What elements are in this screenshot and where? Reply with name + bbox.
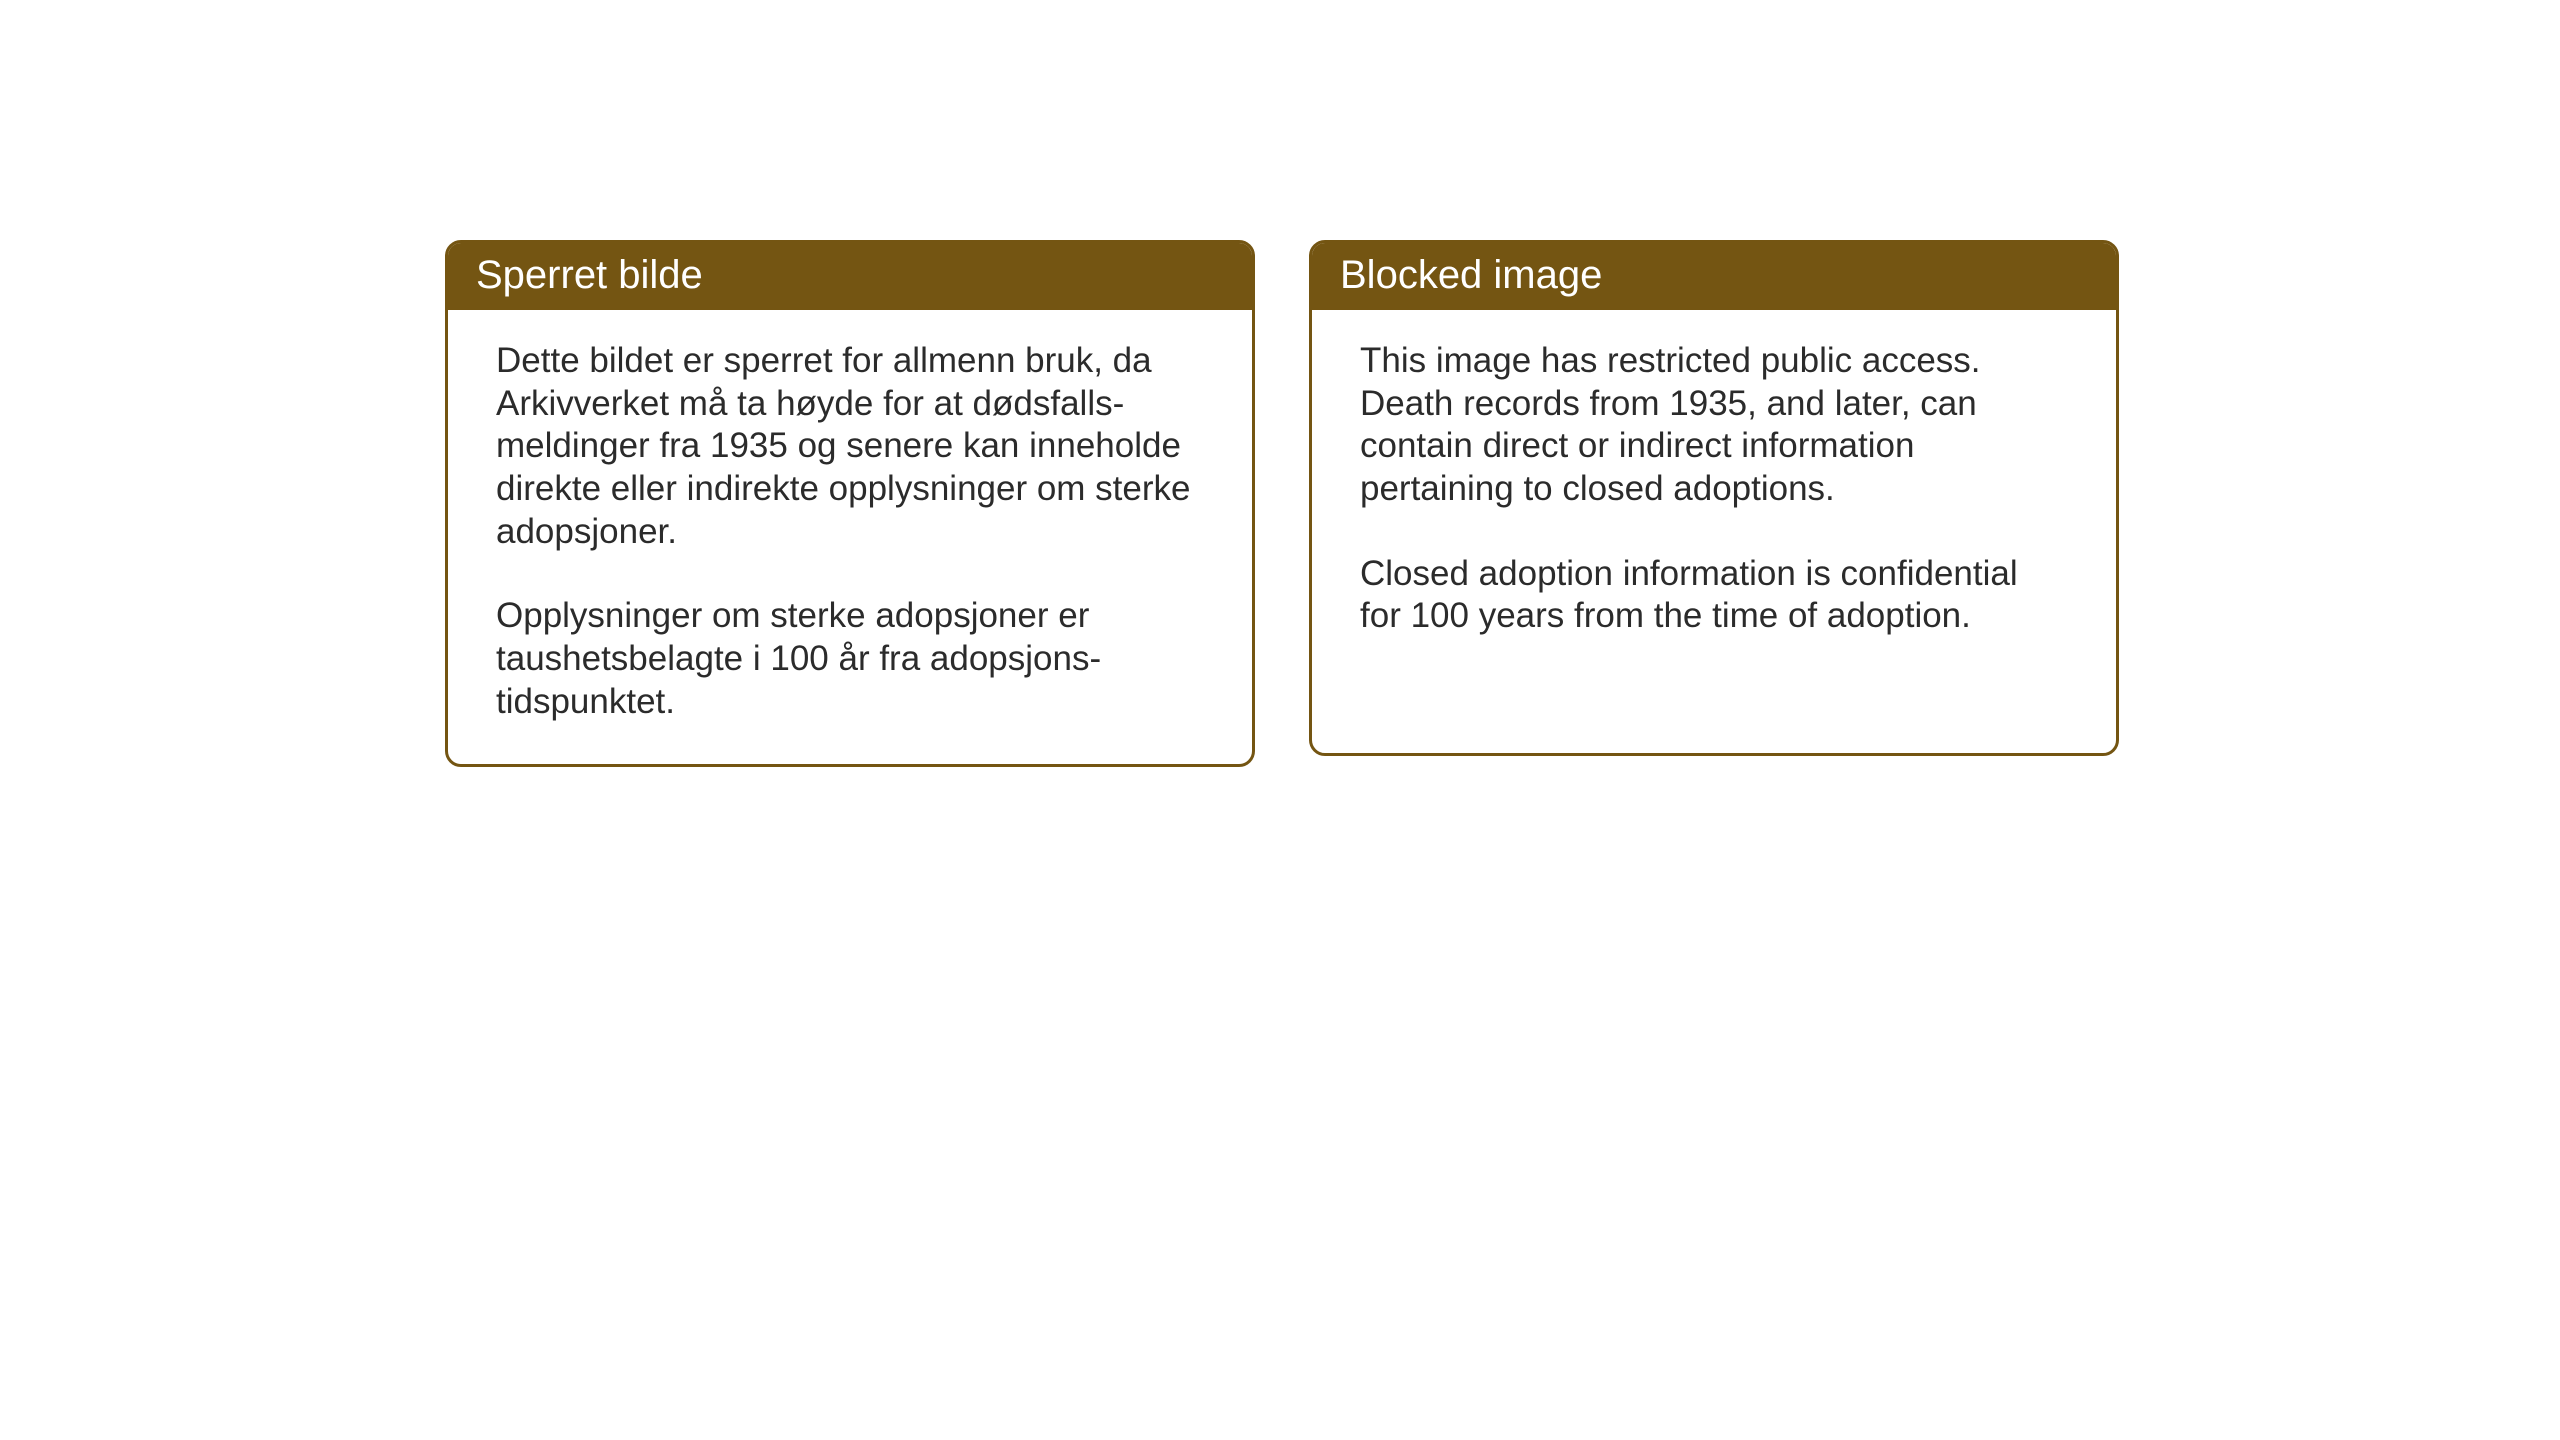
paragraph-english-2: Closed adoption information is confident… [1360,553,2068,638]
card-body-english: This image has restricted public access.… [1312,310,2116,678]
card-header-english: Blocked image [1312,243,2116,310]
paragraph-norwegian-2: Opplysninger om sterke adopsjoner er tau… [496,595,1204,723]
card-title-norwegian: Sperret bilde [476,253,703,297]
card-body-norwegian: Dette bildet er sperret for allmenn bruk… [448,310,1252,764]
notice-card-norwegian: Sperret bilde Dette bildet er sperret fo… [445,240,1255,767]
notice-card-english: Blocked image This image has restricted … [1309,240,2119,756]
paragraph-norwegian-1: Dette bildet er sperret for allmenn bruk… [496,340,1204,553]
paragraph-english-1: This image has restricted public access.… [1360,340,2068,511]
notice-container: Sperret bilde Dette bildet er sperret fo… [445,240,2119,767]
card-title-english: Blocked image [1340,253,1602,297]
card-header-norwegian: Sperret bilde [448,243,1252,310]
